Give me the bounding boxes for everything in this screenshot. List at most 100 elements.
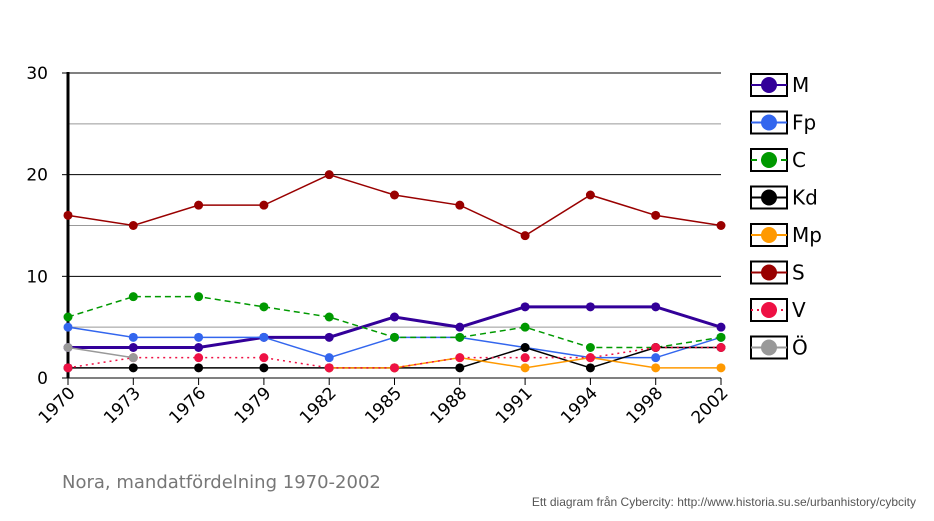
legend-swatch-marker <box>761 227 777 243</box>
legend-label: C <box>792 148 806 172</box>
chart-credit: Ett diagram från Cybercity: http://www.h… <box>531 495 916 509</box>
data-point <box>194 292 204 302</box>
data-point <box>585 353 595 363</box>
legend-label: V <box>792 298 806 322</box>
legend-label: Fp <box>792 111 816 135</box>
data-point <box>520 322 530 332</box>
data-point <box>585 190 595 200</box>
legend-label: Kd <box>792 186 818 210</box>
data-point <box>194 343 204 352</box>
legend-swatch-marker <box>761 339 777 356</box>
y-tick-label: 20 <box>26 166 48 186</box>
legend-swatch-marker <box>761 77 777 93</box>
data-point <box>455 332 465 342</box>
series-line <box>67 346 134 359</box>
chart-caption: Nora, mandatfördelning 1970-2002 <box>62 472 381 493</box>
data-point <box>128 363 138 373</box>
legend-swatch-marker <box>761 189 777 206</box>
legend-label: Ö <box>792 336 808 360</box>
data-point <box>716 221 726 230</box>
data-point <box>324 353 334 363</box>
legend-item-V: V <box>750 298 806 322</box>
data-point <box>651 302 661 312</box>
data-point <box>259 332 269 342</box>
series-lines <box>63 170 726 373</box>
series-S <box>63 170 726 241</box>
x-tick-label: 1976 <box>165 383 210 428</box>
data-point <box>585 363 595 373</box>
data-point <box>324 170 334 180</box>
data-point <box>520 353 530 363</box>
data-point <box>390 312 399 322</box>
series-Ö <box>63 343 138 363</box>
y-tick-label: 30 <box>26 64 48 84</box>
data-point <box>455 363 465 373</box>
data-point <box>259 363 269 373</box>
legend-item-Mp: Mp <box>750 223 822 247</box>
data-point <box>716 322 726 332</box>
data-point <box>128 353 138 363</box>
data-point <box>716 363 726 373</box>
legend-item-Fp: Fp <box>750 110 816 135</box>
data-point <box>194 332 204 342</box>
x-tick-label: 1970 <box>35 383 80 428</box>
x-tick-label: 1998 <box>623 383 668 428</box>
data-point <box>63 343 73 352</box>
data-point <box>651 363 661 373</box>
data-point <box>585 302 595 312</box>
legend-swatch-marker <box>761 114 777 131</box>
x-tick-label: 1979 <box>231 383 276 428</box>
data-point <box>455 200 465 210</box>
legend-item-Kd: Kd <box>750 185 818 210</box>
x-tick-label: 1994 <box>557 383 602 428</box>
data-point <box>194 200 204 210</box>
y-tick-label: 0 <box>37 369 48 389</box>
x-tick-label: 1982 <box>296 383 341 428</box>
data-point <box>324 363 334 373</box>
series-line <box>67 346 721 369</box>
data-point <box>390 332 399 342</box>
x-tick-label: 2002 <box>688 383 733 428</box>
data-point <box>259 353 269 363</box>
legend-swatch-marker <box>761 264 777 281</box>
legend-item-S: S <box>750 260 805 285</box>
data-point <box>259 200 269 210</box>
x-tick-label: 1985 <box>361 383 406 428</box>
legend-item-Ö: Ö <box>750 335 808 360</box>
data-point <box>324 312 334 322</box>
series-line <box>67 173 722 237</box>
data-point <box>455 322 465 332</box>
data-point <box>259 302 269 312</box>
data-point <box>585 343 595 352</box>
data-point <box>63 322 73 332</box>
data-point <box>63 210 73 220</box>
axes: 0 10 20 30 1970 1973 1976 1979 1982 1985 1988 1991 1… <box>26 64 732 428</box>
data-point <box>520 343 530 352</box>
x-tick-label: 1988 <box>427 383 472 428</box>
series-line <box>67 326 722 359</box>
data-point <box>128 221 138 230</box>
legend: M Fp C Kd Mp SVÖ <box>750 73 822 360</box>
legend-item-C: C <box>750 148 806 172</box>
data-point <box>651 343 661 352</box>
data-point <box>520 302 530 312</box>
data-point <box>716 343 726 352</box>
data-point <box>63 363 73 373</box>
legend-swatch-marker <box>761 302 777 318</box>
data-point <box>651 353 661 363</box>
legend-label: M <box>792 73 809 97</box>
data-point <box>651 210 661 220</box>
data-point <box>390 363 399 373</box>
y-tick-label: 10 <box>26 267 48 287</box>
data-point <box>390 190 399 200</box>
legend-swatch-marker <box>761 152 777 168</box>
data-point <box>324 332 334 342</box>
legend-label: S <box>792 261 805 285</box>
data-point <box>128 343 138 352</box>
data-point <box>194 363 204 373</box>
x-tick-label: 1973 <box>100 383 145 428</box>
series-V <box>63 343 726 373</box>
data-point <box>455 353 465 363</box>
legend-item-M: M <box>750 73 809 97</box>
